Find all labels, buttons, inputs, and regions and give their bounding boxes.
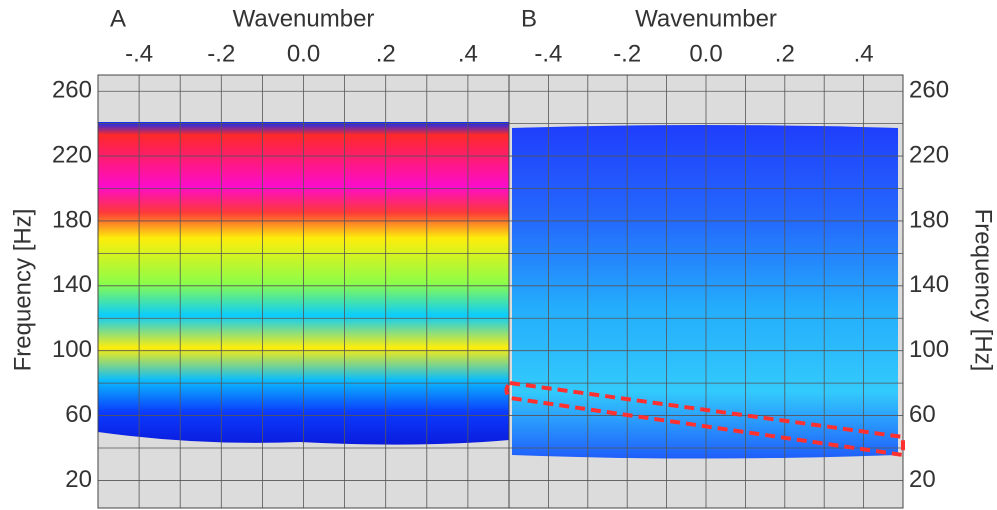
y-tick-label: 100 xyxy=(909,336,949,363)
y-tick-label: 60 xyxy=(909,401,936,428)
panel-label: A xyxy=(110,5,126,32)
figure: A Wavenumber -.4 -.2 0.0 .2 .4 20 60 100 140 180 220… xyxy=(0,0,997,510)
x-tick-label: .4 xyxy=(458,40,478,67)
y-tick-label: 180 xyxy=(909,206,949,233)
y-tick-label: 260 xyxy=(52,77,92,104)
x-tick-label: .2 xyxy=(775,40,795,67)
x-tick-label: .2 xyxy=(376,40,396,67)
x-tick-label: -.4 xyxy=(534,40,562,67)
y-tick-label: 220 xyxy=(909,141,949,168)
y-tick-label: 180 xyxy=(52,206,92,233)
x-tick-label: -.2 xyxy=(207,40,235,67)
y-tick-label: 20 xyxy=(909,466,936,493)
x-axis-title: Wavenumber xyxy=(635,5,777,32)
y-axis-title: Frequency [Hz] xyxy=(970,209,997,372)
x-tick-label: -.4 xyxy=(125,40,153,67)
y-tick-label: 140 xyxy=(909,271,949,298)
x-tick-label: -.2 xyxy=(613,40,641,67)
x-tick-label: 0.0 xyxy=(287,40,320,67)
x-tick-label: .4 xyxy=(854,40,874,67)
y-tick-label: 260 xyxy=(909,77,949,104)
x-axis-title: Wavenumber xyxy=(233,5,375,32)
y-tick-label: 220 xyxy=(52,141,92,168)
x-tick-label: 0.0 xyxy=(689,40,722,67)
panel-label: B xyxy=(521,5,537,32)
y-tick-label: 60 xyxy=(65,401,92,428)
y-tick-label: 20 xyxy=(65,466,92,493)
y-axis-title: Frequency [Hz] xyxy=(9,209,36,372)
y-tick-label: 140 xyxy=(52,271,92,298)
y-tick-label: 100 xyxy=(52,336,92,363)
